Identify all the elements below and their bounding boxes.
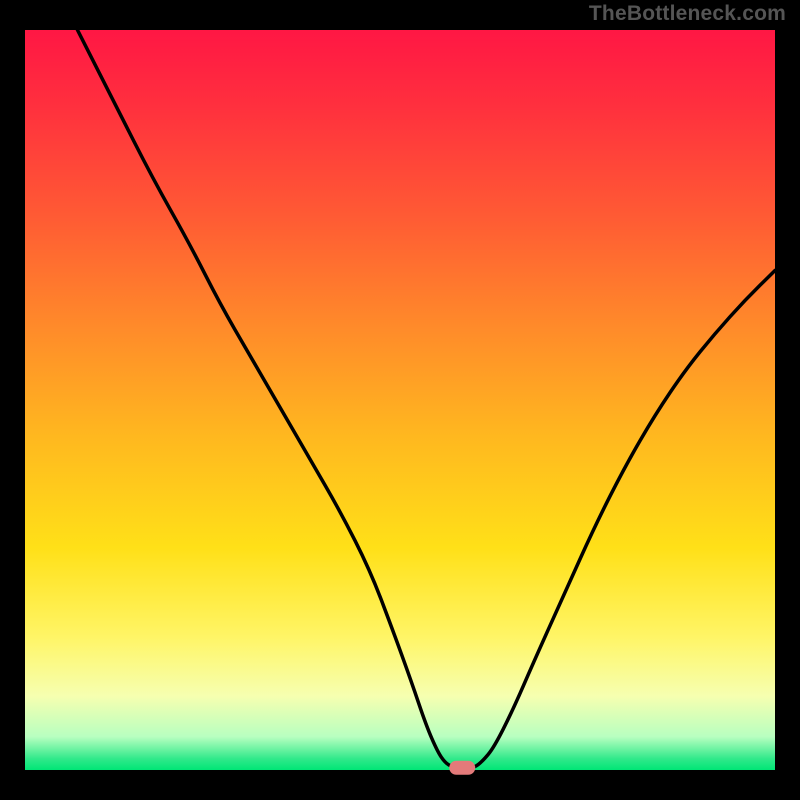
minimum-marker [449, 761, 475, 775]
watermark-text: TheBottleneck.com [589, 2, 786, 26]
plot-background [25, 30, 775, 770]
bottleneck-chart [0, 0, 800, 800]
chart-container: TheBottleneck.com [0, 0, 800, 800]
